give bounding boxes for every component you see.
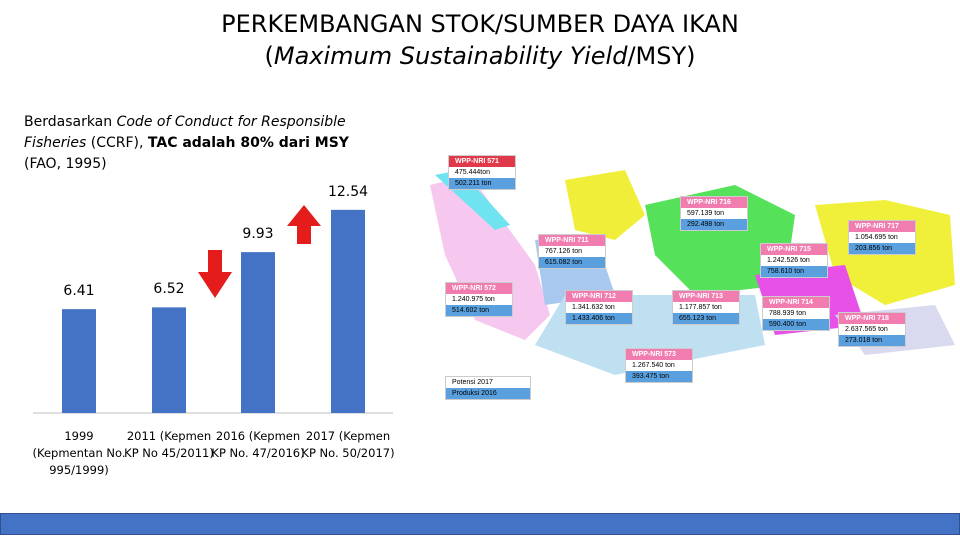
potensi: 788.939 ton xyxy=(763,308,829,319)
map-label: WPP-NRI 717 1.054.695 ton 203.856 ton xyxy=(848,220,916,255)
region-name: WPP-NRI 571 xyxy=(449,156,515,167)
produksi: 514.602 ton xyxy=(446,305,512,316)
potensi: 1.177.857 ton xyxy=(673,302,739,313)
potensi: 475.444ton xyxy=(449,167,515,178)
region-name: WPP-NRI 572 xyxy=(446,283,512,294)
region-name: WPP-NRI 717 xyxy=(849,221,915,232)
produksi: 292.498 ton xyxy=(681,219,747,230)
produksi: 393.475 ton xyxy=(626,371,692,382)
legend-item: Produksi 2016 xyxy=(446,388,530,399)
map-label: WPP-NRI 715 1.242.526 ton 758.610 ton xyxy=(760,243,828,278)
text-run: /MSY) xyxy=(627,42,696,70)
note: Berdasarkan Code of Conduct for Responsi… xyxy=(24,112,374,175)
x-tick-label: 2011 (Kepmen KP No 45/2011) xyxy=(124,429,214,460)
map-label: WPP-NRI 713 1.177.857 ton 655.123 ton xyxy=(672,290,740,325)
potensi: 2.637.565 ton xyxy=(839,324,905,335)
text-run: TAC adalah 80% dari MSY xyxy=(147,135,349,151)
value-label: 12.54 xyxy=(327,183,369,200)
arrow xyxy=(198,250,232,298)
x-tick-label: 2017 (Kepmen KP No. 50/2017) xyxy=(301,429,395,460)
potensi: 597.139 ton xyxy=(681,208,747,219)
produksi: 758.610 ton xyxy=(761,266,827,277)
value-label: 9.93 xyxy=(242,226,274,243)
text-run: (CCRF), xyxy=(86,135,148,151)
map-legend: Potensi 2017 Produksi 2016 xyxy=(445,376,531,400)
legend-item: Potensi 2017 xyxy=(446,377,530,388)
title: PERKEMBANGAN STOK/SUMBER DAYA IKAN xyxy=(221,10,739,38)
potensi: 1.240.975 ton xyxy=(446,294,512,305)
region-name: WPP-NRI 714 xyxy=(763,297,829,308)
footer-bar xyxy=(0,513,960,535)
region-name: WPP-NRI 711 xyxy=(539,235,605,246)
region-name: WPP-NRI 715 xyxy=(761,244,827,255)
potensi: 1.054.695 ton xyxy=(849,232,915,243)
region xyxy=(430,175,550,340)
region xyxy=(565,170,645,240)
text-run: Maximum Sustainability Yield xyxy=(273,42,628,70)
map-label: WPP-NRI 711 767.126 ton 615.082 ton xyxy=(538,234,606,269)
bar xyxy=(241,252,275,413)
map-label: WPP-NRI 572 1.240.975 ton 514.602 ton xyxy=(445,282,513,317)
map-label: WPP-NRI 716 597.139 ton 292.498 ton xyxy=(680,196,748,231)
region-name: WPP-NRI 716 xyxy=(681,197,747,208)
title-block: PERKEMBANGAN STOK/SUMBER DAYA IKAN (Maxi… xyxy=(0,8,960,72)
region-name: WPP-NRI 712 xyxy=(566,291,632,302)
region-name: WPP-NRI 573 xyxy=(626,349,692,360)
subtitle: (Maximum Sustainability Yield/MSY) xyxy=(0,40,960,72)
text-run: Code of Conduct for Responsible Fisherie… xyxy=(24,114,346,151)
map-label: WPP-NRI 571 475.444ton 502.211 ton xyxy=(448,155,516,190)
text-run: Berdasarkan xyxy=(24,114,117,130)
map-label: WPP-NRI 714 788.939 ton 590.400 ton xyxy=(762,296,830,331)
produksi: 203.856 ton xyxy=(849,243,915,254)
value-label: 6.52 xyxy=(153,281,185,298)
produksi: 273.018 ton xyxy=(839,335,905,346)
text-run: (FAO, 1995) xyxy=(24,156,107,172)
potensi: 1.267.540 ton xyxy=(626,360,692,371)
bar xyxy=(152,307,186,413)
arrow xyxy=(287,205,321,244)
chart xyxy=(33,205,393,414)
region-name: WPP-NRI 718 xyxy=(839,313,905,324)
map-label: WPP-NRI 573 1.267.540 ton 393.475 ton xyxy=(625,348,693,383)
potensi: 1.341.632 ton xyxy=(566,302,632,313)
produksi: 615.082 ton xyxy=(539,257,605,268)
text-run: ( xyxy=(264,42,274,70)
potensi: 767.126 ton xyxy=(539,246,605,257)
produksi: 502.211 ton xyxy=(449,178,515,189)
x-tick-label: 1999 (Kepmentan No. 995/1999) xyxy=(32,429,126,477)
bar xyxy=(62,309,96,413)
potensi: 1.242.526 ton xyxy=(761,255,827,266)
map-label: WPP-NRI 718 2.637.565 ton 273.018 ton xyxy=(838,312,906,347)
produksi: 1.433.406 ton xyxy=(566,313,632,324)
region-name: WPP-NRI 713 xyxy=(673,291,739,302)
produksi: 655.123 ton xyxy=(673,313,739,324)
produksi: 590.400 ton xyxy=(763,319,829,330)
value-label: 6.41 xyxy=(63,283,95,300)
x-tick-label: 2016 (Kepmen KP No. 47/2016) xyxy=(211,429,305,460)
bar xyxy=(331,209,365,413)
map-label: WPP-NRI 712 1.341.632 ton 1.433.406 ton xyxy=(565,290,633,325)
